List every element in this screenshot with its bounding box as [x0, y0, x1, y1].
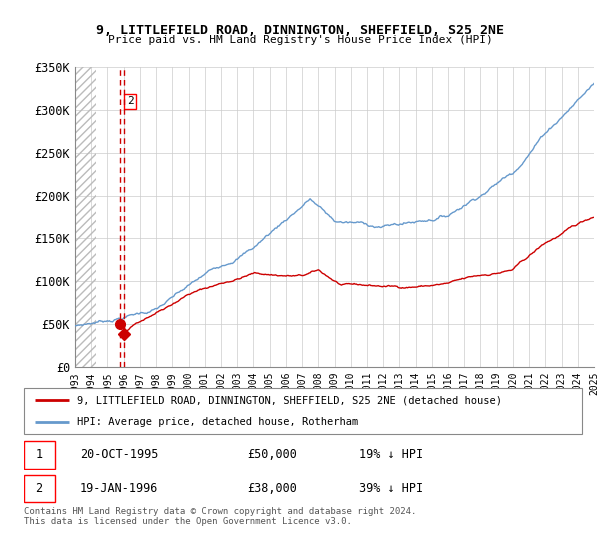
Bar	[75, 67, 96, 367]
Text: 1: 1	[35, 449, 43, 461]
Text: HPI: Average price, detached house, Rotherham: HPI: Average price, detached house, Roth…	[77, 417, 358, 427]
Text: 39% ↓ HPI: 39% ↓ HPI	[359, 482, 423, 495]
Text: 9, LITTLEFIELD ROAD, DINNINGTON, SHEFFIELD, S25 2NE (detached house): 9, LITTLEFIELD ROAD, DINNINGTON, SHEFFIE…	[77, 395, 502, 405]
Text: Contains HM Land Registry data © Crown copyright and database right 2024.
This d: Contains HM Land Registry data © Crown c…	[24, 507, 416, 526]
Bar	[75, 67, 96, 367]
Text: 19-JAN-1996: 19-JAN-1996	[80, 482, 158, 495]
Text: 20-OCT-1995: 20-OCT-1995	[80, 449, 158, 461]
Bar	[24, 441, 55, 469]
Text: £38,000: £38,000	[247, 482, 297, 495]
Text: 2: 2	[35, 482, 43, 495]
Text: 9, LITTLEFIELD ROAD, DINNINGTON, SHEFFIELD, S25 2NE: 9, LITTLEFIELD ROAD, DINNINGTON, SHEFFIE…	[96, 24, 504, 36]
Text: 2: 2	[127, 96, 134, 106]
Text: 19% ↓ HPI: 19% ↓ HPI	[359, 449, 423, 461]
Bar	[24, 475, 55, 502]
Text: Price paid vs. HM Land Registry's House Price Index (HPI): Price paid vs. HM Land Registry's House …	[107, 35, 493, 45]
Text: £50,000: £50,000	[247, 449, 297, 461]
